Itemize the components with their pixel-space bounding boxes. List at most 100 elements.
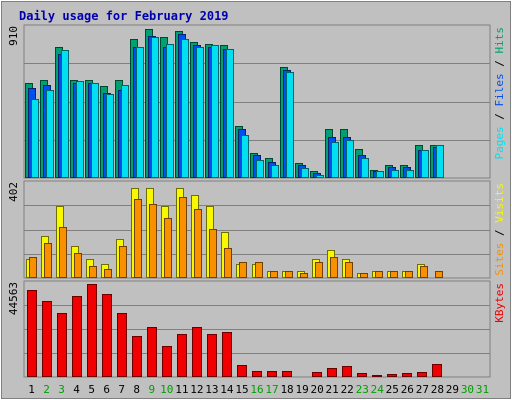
bar-kbytes-day-undefined [207,334,217,377]
x-tick-label: 18 [280,383,293,396]
x-tick-label: 1 [28,383,35,396]
panel-1: 910 Pages / Files / Hits [7,24,506,179]
bar-pages-day-24 [376,171,384,178]
bar-sites-day-undefined [435,271,443,278]
bar-sites-day-undefined [270,271,278,278]
bar-sites-day-undefined [360,273,368,278]
bar-pages-day-9 [151,37,159,178]
bar-sites-day-undefined [59,227,67,278]
x-tick-label: 27 [416,383,429,396]
bar-sites-day-undefined [239,262,247,278]
bar-sites-day-undefined [29,257,37,278]
legend-hits: Hits [493,27,506,54]
bar-pages-day-21 [331,142,339,178]
bar-sites-day-undefined [300,273,308,278]
x-tick-label: 29 [446,383,459,396]
bar-kbytes-day-undefined [267,371,277,377]
y-max-label: 44563 [7,282,20,315]
x-tick-label: 4 [73,383,80,396]
legend-files: Files [493,73,506,106]
x-tick-label: 24 [371,383,385,396]
bar-pages-day-17 [271,165,279,178]
x-tick-label: 13 [205,383,218,396]
bar-kbytes-day-undefined [72,296,82,377]
bar-pages-day-25 [391,170,399,178]
bar-kbytes-day-undefined [417,372,427,377]
bar-sites-day-undefined [209,229,217,278]
x-tick-label: 21 [326,383,339,396]
x-tick-label: 15 [235,383,248,396]
chart-title: Daily usage for February 2019 [19,9,229,23]
bar-pages-day-2 [46,90,54,178]
bar-kbytes-day-undefined [252,371,262,377]
bar-kbytes-day-undefined [387,374,397,377]
legend-visits: Visits [493,183,506,223]
bar-kbytes-day-undefined [327,368,337,377]
x-tick-label: 25 [386,383,399,396]
bar-pages-day-3 [61,50,69,178]
legend-kbytes: KBytes [493,283,506,323]
bar-pages-day-23 [361,158,369,178]
bar-sites-day-undefined [149,204,157,278]
bar-kbytes-day-undefined [342,366,352,377]
bar-sites-day-undefined [119,246,127,278]
x-tick-label: 22 [341,383,354,396]
bar-sites-day-undefined [104,269,112,278]
bar-sites-day-undefined [345,262,353,278]
bar-sites-day-undefined [405,271,413,278]
bar-pages-day-11 [181,39,189,178]
series-legend: Sites / Visits [493,183,506,276]
bar-sites-day-undefined [375,271,383,278]
x-tick-label: 2 [43,383,50,396]
x-tick-label: 9 [148,383,155,396]
x-tick-label: 8 [133,383,140,396]
bar-sites-day-undefined [330,257,338,278]
legend-separator: / [493,223,506,243]
x-axis: 1 2 3 4 5 6 7 8 9 10 11 12 13 14 15 16 17 18 19 20 21 22 23 24 2… [28,383,489,396]
plot-area [23,180,491,279]
bar-pages-day-26 [406,170,414,178]
y-max-label: 402 [7,182,20,202]
bar-pages-day-28 [436,145,444,178]
x-tick-label: 30 [461,383,474,396]
series-legend: Pages / Files / Hits [493,27,506,160]
bar-pages-day-6 [106,94,114,178]
bar-pages-day-14 [226,49,234,178]
bar-kbytes-day-undefined [372,375,382,377]
x-tick-label: 12 [190,383,203,396]
bar-sites-day-undefined [194,209,202,278]
x-tick-label: 6 [103,383,110,396]
chart-panels: 910 Pages / Files / Hits 402 Sites / Visits… [7,24,506,378]
bar-pages-day-4 [76,81,84,178]
bar-sites-day-undefined [179,197,187,278]
bar-pages-day-16 [256,160,264,178]
bar-kbytes-day-undefined [162,346,172,377]
bar-pages-day-5 [91,83,99,178]
bar-kbytes-day-undefined [132,336,142,377]
x-tick-label: 31 [476,383,489,396]
bar-kbytes-day-undefined [117,313,127,377]
bar-kbytes-day-undefined [432,364,442,377]
bar-sites-day-undefined [255,262,263,278]
x-tick-label: 17 [265,383,278,396]
panel-2: 402 Sites / Visits [7,180,506,279]
y-max-label: 910 [7,26,20,46]
bar-kbytes-day-undefined [87,284,97,377]
x-tick-label: 5 [88,383,95,396]
bar-sites-day-undefined [89,266,97,278]
bar-kbytes-day-undefined [147,327,157,377]
bar-sites-day-undefined [285,271,293,278]
x-tick-label: 11 [175,383,188,396]
legend-separator: / [493,107,506,127]
x-tick-label: 16 [250,383,263,396]
bar-pages-day-22 [346,140,354,178]
bar-kbytes-day-undefined [282,371,292,377]
x-tick-label: 3 [58,383,65,396]
x-tick-label: 7 [118,383,125,396]
series-legend: KBytes [493,283,506,323]
bar-kbytes-day-undefined [192,327,202,377]
bar-kbytes-day-undefined [312,372,322,377]
